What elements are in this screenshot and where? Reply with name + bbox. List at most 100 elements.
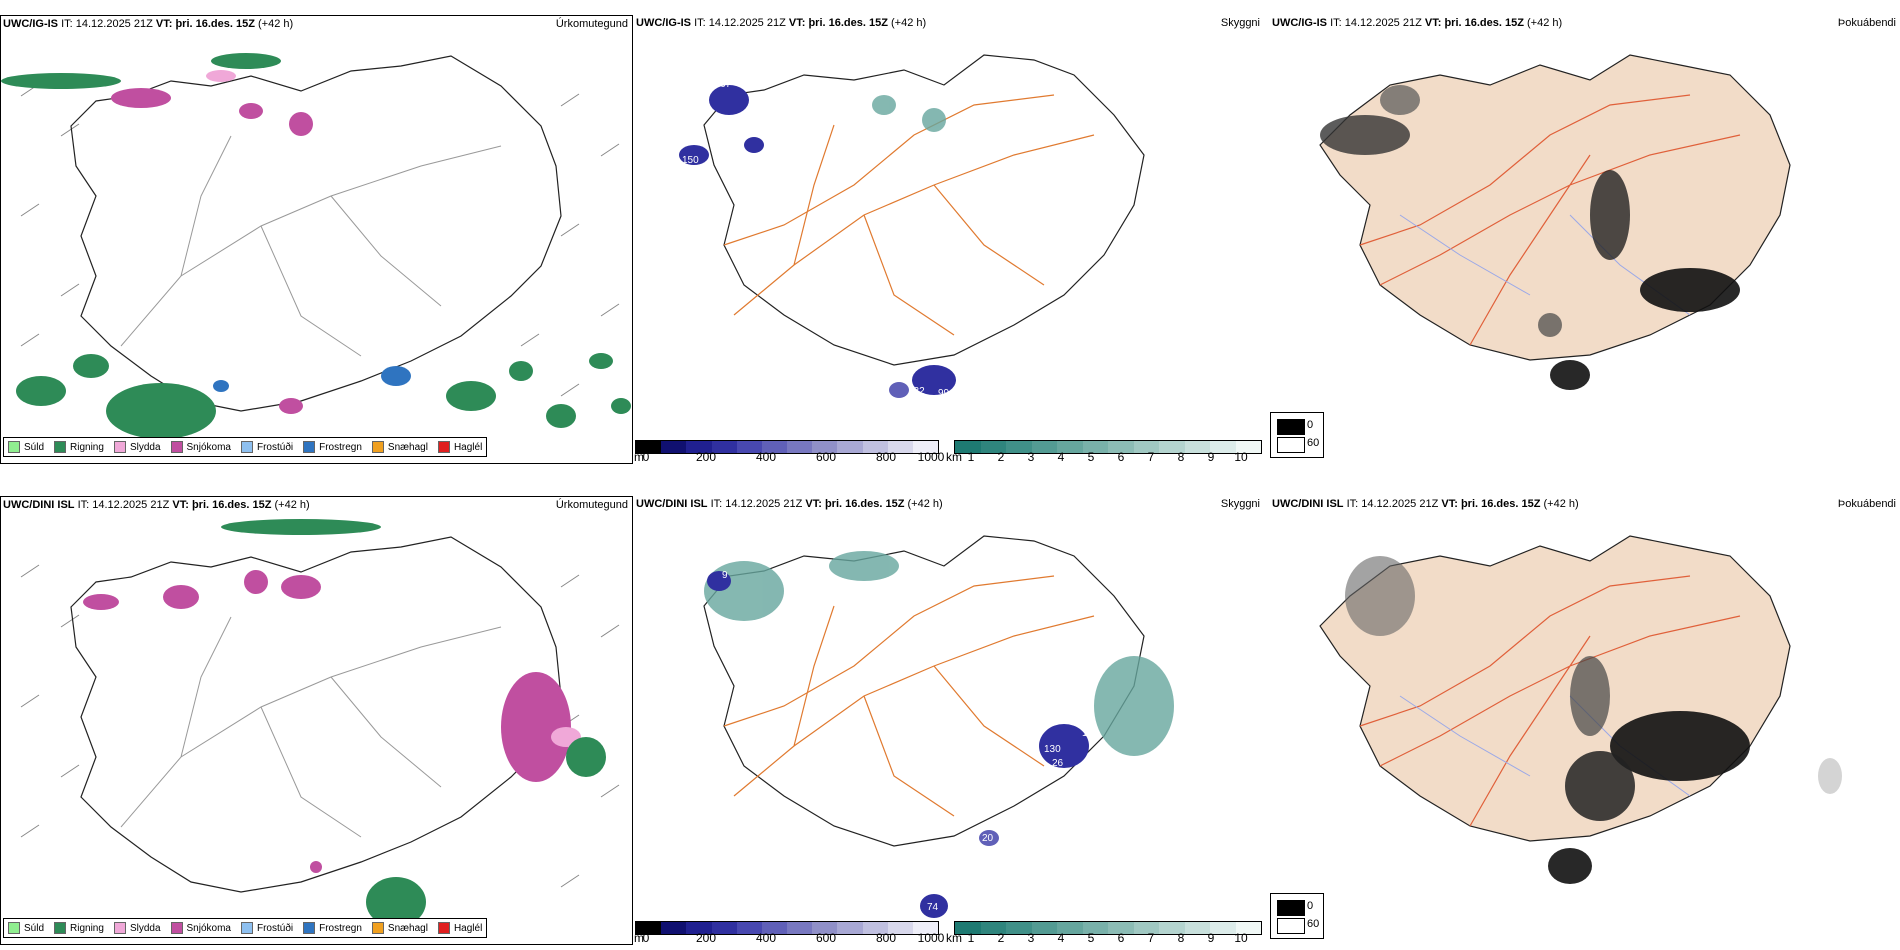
ceiling-visibility-panel-1: 97 67 150 132 99 UWC/IG-IS IT: 14.12.202…: [634, 15, 1270, 464]
lead-time: (+42 h): [1543, 498, 1579, 510]
legend-label: Súld: [24, 922, 45, 934]
it-label: IT:: [77, 499, 90, 511]
panel-header: UWC/DINI ISL IT: 14.12.2025 21Z VT: þri.…: [636, 498, 943, 510]
tick-label: 8: [1177, 931, 1185, 945]
legend-label: Frostúði: [256, 922, 294, 934]
precip-type-panel-2: UWC/DINI ISL IT: 14.12.2025 21Z VT: þri.…: [0, 496, 633, 945]
tick-label: 7: [1147, 450, 1155, 464]
vt-value: þri. 16.des. 15Z: [1444, 17, 1524, 29]
precip-title: Úrkomutegund: [555, 499, 628, 511]
low-visibility-areas: [704, 551, 1174, 756]
swatch-snjokoma: [170, 441, 183, 453]
legend-label: Snjókoma: [186, 922, 231, 934]
tick-label: 4: [1057, 450, 1065, 464]
map-value-label: 67: [720, 79, 732, 90]
tick-label: 0: [642, 931, 650, 945]
fog-swatch-0: [1277, 419, 1305, 435]
legend-item: Snæhagl: [371, 922, 428, 934]
legend-item: Frostúði: [240, 441, 293, 453]
legend-item: Frostregn: [303, 441, 362, 453]
tick-label: 2: [997, 931, 1005, 945]
precip-title: Úrkomutegund: [555, 18, 628, 30]
legend-label: Rigning: [70, 922, 104, 934]
tick-label: 1: [967, 450, 975, 464]
legend-label: Slydda: [129, 441, 161, 453]
vt-label: VT:: [155, 18, 173, 30]
it-label: IT:: [1330, 17, 1342, 29]
vt-label: VT:: [805, 498, 822, 510]
lead-time: (+42 h): [907, 498, 943, 510]
it-label: IT:: [694, 17, 706, 29]
swatch-rigning: [54, 922, 67, 934]
swatch-slydda: [113, 922, 126, 934]
model-name: UWC/IG-IS: [1272, 17, 1327, 29]
it-value: 14.12.2025 21Z: [75, 18, 153, 30]
tick-label: 600: [815, 450, 837, 464]
lead-time: (+42 h): [274, 499, 310, 511]
tick-label: 600: [815, 931, 837, 945]
tick-label: 9: [1207, 450, 1215, 464]
visibility-colorbar: [954, 440, 1262, 454]
map-value-label: 9: [722, 570, 728, 581]
legend-item: Slydda: [113, 441, 161, 453]
panel-header: UWC/IG-IS IT: 14.12.2025 21Z VT: þri. 16…: [3, 18, 293, 30]
visibility-map-2: 9 132 32 130 26 20 74: [703, 535, 1174, 918]
vt-label: VT:: [1441, 498, 1458, 510]
low-ceiling-areas: [679, 85, 956, 398]
precip-legend: Súld Rigning Slydda Snjókoma Frostúði Fr…: [3, 437, 488, 457]
legend-item: Snjókoma: [170, 441, 231, 453]
precip-map-1: [1, 53, 631, 439]
swatch-hagel: [437, 441, 450, 453]
fog-legend-label: 0: [1307, 900, 1314, 912]
it-label: IT:: [61, 18, 73, 30]
legend-label: Snæhagl: [387, 441, 428, 453]
it-value: 14.12.2025 21Z: [92, 499, 170, 511]
swatch-frostregn: [303, 922, 316, 934]
legend-item: Súld: [8, 922, 44, 934]
legend-label: Frostregn: [319, 441, 362, 453]
model-name: UWC/DINI ISL: [636, 498, 708, 510]
tick-label: 10: [1234, 931, 1248, 945]
legend-item: Slydda: [113, 922, 161, 934]
map-value-label: 26: [1052, 758, 1064, 769]
swatch-snaehagl: [371, 441, 384, 453]
ceiling-visibility-panel-2: 9 132 32 130 26 20 74 UWC/DINI ISL IT: 1…: [634, 496, 1270, 945]
tick-label: 6: [1117, 931, 1125, 945]
vt-value: þri. 16.des. 15Z: [175, 18, 255, 30]
fog-legend-label: 0: [1307, 419, 1314, 431]
legend-item: Snjókoma: [170, 922, 231, 934]
ceiling-unit: m: [634, 450, 644, 464]
ceiling-value-labels: 9 132 32 130 26 20 74: [722, 570, 1099, 913]
tick-label: 7: [1147, 931, 1155, 945]
wind-barbs: [20, 83, 620, 397]
legend-item: Súld: [8, 441, 44, 453]
legend-item: Rigning: [54, 441, 104, 453]
ceiling-unit: m: [634, 931, 644, 945]
swatch-sudd: [8, 441, 20, 453]
vt-label: VT:: [172, 499, 189, 511]
vt-value: þri. 16.des. 15Z: [824, 498, 905, 510]
precip-type-panel-1: UWC/IG-IS IT: 14.12.2025 21Z VT: þri. 16…: [0, 15, 633, 464]
tick-label: 1000: [917, 450, 945, 464]
tick-label: 3: [1027, 931, 1035, 945]
visibility-title: Skyggni: [1220, 17, 1260, 29]
tick-label: 1000: [917, 931, 945, 945]
visibility-unit: km: [946, 450, 962, 464]
swatch-frostudi: [240, 922, 253, 934]
swatch-frostregn: [303, 441, 316, 453]
map-value-label: 32: [802, 613, 814, 624]
fog-swatch-60: [1277, 437, 1305, 453]
legend-label: Slydda: [129, 922, 161, 934]
panel-header: UWC/DINI ISL IT: 14.12.2025 21Z VT: þri.…: [3, 499, 310, 511]
fog-legend: 0 60: [1270, 412, 1324, 458]
tick-label: 400: [755, 931, 777, 945]
swatch-rigning: [54, 441, 67, 453]
legend-label: Haglél: [453, 922, 483, 934]
tick-label: 1: [967, 931, 975, 945]
legend-label: Rigning: [70, 441, 104, 453]
map-value-label: 132: [1082, 728, 1099, 739]
legend-item: Frostregn: [303, 922, 362, 934]
fog-legend: 0 60: [1270, 893, 1324, 939]
fog-index-panel-2: UWC/DINI ISL IT: 14.12.2025 21Z VT: þri.…: [1270, 496, 1900, 945]
swatch-slydda: [113, 441, 126, 453]
